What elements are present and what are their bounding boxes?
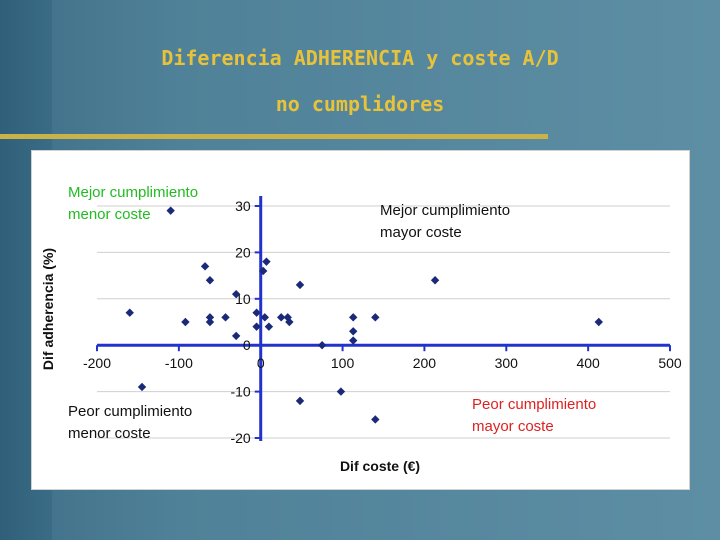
data-point — [349, 327, 358, 336]
data-point — [205, 317, 215, 327]
data-point — [125, 308, 134, 317]
y-tick-label: -20 — [230, 430, 250, 446]
annotation-line: Mejor cumplimiento — [68, 184, 198, 201]
title-underline-rule — [0, 134, 548, 139]
annotation-line: mayor coste — [472, 418, 554, 435]
data-point — [252, 322, 261, 331]
data-point — [166, 206, 175, 215]
slide-title-line-1: Diferencia ADHERENCIA y coste A/D — [161, 46, 559, 70]
chart-panel: -200 -100 0 100 200 300 400 500 -20 -10 0 10 20 30 M… — [31, 150, 690, 490]
x-tick-label: -200 — [83, 355, 111, 371]
data-point — [295, 280, 305, 290]
annotation-line: Peor cumplimiento — [68, 403, 192, 420]
x-tick-label: 100 — [331, 355, 355, 371]
grid-lines — [97, 205, 670, 439]
axes — [96, 196, 671, 441]
data-point — [336, 387, 346, 396]
data-point — [371, 313, 380, 322]
annotation-q-top-left: Mejor cumplimiento menor coste — [68, 184, 198, 223]
data-point — [262, 257, 271, 266]
x-tick-label: -100 — [165, 355, 193, 371]
x-tick-label: 400 — [576, 355, 600, 371]
data-point — [317, 341, 327, 350]
x-tick-label: 200 — [413, 355, 437, 371]
data-point — [221, 313, 230, 322]
annotation-q-top-right: Mejor cumplimiento mayor coste — [380, 202, 510, 241]
data-point — [430, 276, 440, 285]
x-tick-labels: -200 -100 0 100 200 300 400 500 — [83, 355, 682, 371]
x-axis-label: Dif coste (€) — [340, 458, 420, 474]
data-point — [200, 262, 210, 271]
data-point — [205, 276, 215, 285]
annotation-line: menor coste — [68, 206, 151, 223]
data-point — [260, 313, 270, 322]
data-point — [205, 313, 215, 322]
data-point — [285, 317, 294, 327]
y-tick-label: 20 — [235, 244, 251, 260]
data-point — [371, 415, 380, 424]
data-point — [349, 336, 358, 345]
x-tick-label: 300 — [495, 355, 519, 371]
data-point — [258, 266, 268, 276]
annotation-line: mayor coste — [380, 224, 462, 241]
y-tick-label: 30 — [235, 198, 251, 214]
x-tick-label: 0 — [257, 355, 265, 371]
data-point — [295, 396, 305, 406]
slide-title-line-2: no cumplidores — [275, 92, 445, 116]
data-point — [231, 331, 241, 341]
y-tick-label: -10 — [230, 384, 250, 400]
data-point — [594, 317, 603, 327]
annotation-line: Mejor cumplimiento — [380, 202, 510, 219]
quadrant-annotations: Mejor cumplimiento menor coste Mejor cumpl… — [68, 184, 596, 442]
data-point — [276, 313, 286, 322]
y-tick-label: 0 — [243, 337, 251, 353]
data-points — [125, 206, 603, 424]
data-point — [264, 322, 274, 331]
annotation-line: Peor cumplimiento — [472, 396, 596, 413]
data-point — [181, 317, 190, 327]
annotation-q-bottom-right: Peor cumplimiento mayor coste — [472, 396, 596, 435]
data-point — [137, 382, 147, 392]
x-tick-label: 500 — [658, 355, 682, 371]
annotation-line: menor coste — [68, 425, 151, 442]
annotation-q-bottom-left: Peor cumplimiento menor coste — [68, 403, 192, 442]
y-axis-label: Dif adherencia (%) — [40, 248, 56, 370]
data-point — [349, 313, 358, 322]
